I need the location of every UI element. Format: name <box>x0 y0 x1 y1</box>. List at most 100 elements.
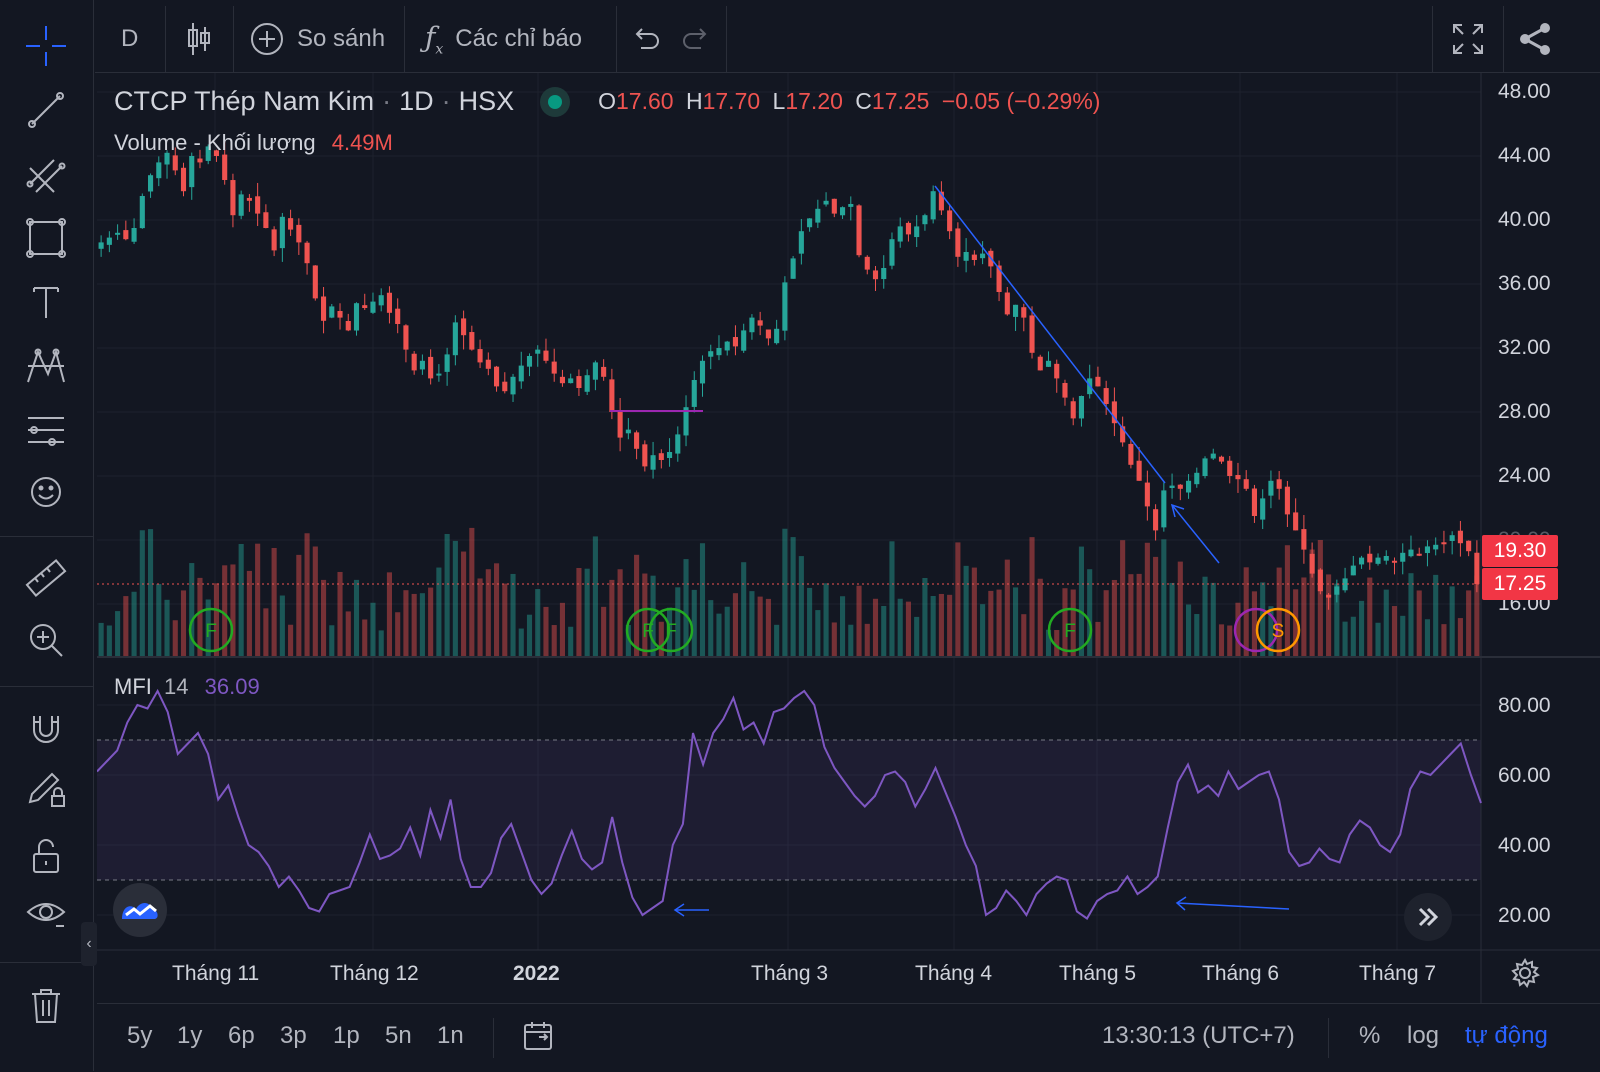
candle-body <box>312 265 318 299</box>
range-1y[interactable]: 1y <box>177 1022 203 1049</box>
volume-bar <box>1416 590 1422 656</box>
collapse-toolbar-button[interactable]: ‹ <box>81 922 97 966</box>
candle-body <box>172 155 178 171</box>
log-scale-toggle[interactable]: log <box>1407 1022 1440 1049</box>
settings-gear-icon[interactable] <box>1510 957 1541 993</box>
volume-bar <box>1136 573 1142 656</box>
rectangle-icon[interactable] <box>20 212 72 264</box>
mfi-value: 36.09 <box>204 674 260 699</box>
arrow-drawing[interactable] <box>1171 504 1220 564</box>
high-label: H <box>685 88 703 114</box>
candle-body <box>1441 542 1447 545</box>
volume-bar <box>526 614 533 656</box>
close-value: 17.25 <box>871 88 930 114</box>
toolbar-divider <box>0 536 93 537</box>
market-status-icon[interactable] <box>540 86 571 117</box>
trend-line-drawing[interactable] <box>934 185 1166 484</box>
volume-bar <box>839 596 846 656</box>
scroll-to-realtime-button[interactable] <box>1404 893 1452 941</box>
volume-bar <box>279 595 285 656</box>
toolbar-divider <box>726 6 727 72</box>
candle-body <box>1375 557 1381 564</box>
volume-bar <box>444 533 450 656</box>
volume-bar <box>1045 629 1052 656</box>
event-marker-dividend[interactable] <box>1233 607 1279 653</box>
time-tick: 2022 <box>513 962 560 985</box>
auto-scale-toggle[interactable]: tự động <box>1465 1022 1548 1049</box>
magnet-icon[interactable] <box>20 702 72 754</box>
candle-body <box>650 455 656 470</box>
compare-button[interactable]: So sánh <box>249 6 385 72</box>
candle-body <box>971 254 977 260</box>
volume-bar <box>428 587 434 656</box>
volume-bar <box>774 624 780 656</box>
candle-body <box>815 208 821 223</box>
range-3m[interactable]: 3p <box>280 1022 307 1049</box>
grid-lines <box>97 73 1481 950</box>
event-marker-f[interactable]: F <box>1047 607 1093 653</box>
tradingview-logo-icon[interactable] <box>113 883 167 937</box>
trash-icon[interactable] <box>20 980 72 1032</box>
range-1m[interactable]: 1p <box>333 1022 360 1049</box>
clock-time[interactable]: 13:30:13 (UTC+7) <box>1102 1022 1295 1049</box>
mfi-arrow-drawing[interactable] <box>1176 902 1290 910</box>
candle-body <box>996 265 1002 292</box>
eye-icon[interactable] <box>20 888 72 940</box>
share-icon[interactable] <box>1519 6 1553 72</box>
separator: · <box>382 86 392 116</box>
zoom-in-icon[interactable] <box>20 614 72 666</box>
candle-body <box>222 154 228 180</box>
prediction-tool-icon[interactable] <box>20 404 72 456</box>
percent-scale-toggle[interactable]: % <box>1359 1022 1381 1049</box>
crosshair-icon[interactable] <box>20 20 72 72</box>
pattern-tool-icon[interactable] <box>20 340 72 392</box>
candle-body <box>741 330 747 351</box>
event-marker-s[interactable]: S <box>1255 607 1301 653</box>
unlock-icon[interactable] <box>20 830 72 882</box>
volume-bar <box>1334 583 1340 656</box>
lock-drawing-icon[interactable] <box>20 764 72 816</box>
range-5y[interactable]: 5y <box>127 1022 153 1049</box>
volume-bar <box>386 572 393 656</box>
candle-body <box>774 328 780 344</box>
candle-body <box>897 226 903 242</box>
time-tick: Tháng 6 <box>1202 962 1280 985</box>
range-6m[interactable]: 6p <box>228 1022 255 1049</box>
candle-body <box>914 226 920 238</box>
candle-body <box>543 350 549 361</box>
interval-button[interactable]: D <box>121 25 139 52</box>
range-1d[interactable]: 1n <box>437 1022 464 1049</box>
marker-label: F <box>1064 621 1076 642</box>
text-tool-icon[interactable] <box>20 276 72 328</box>
toolbar-divider <box>0 686 93 687</box>
calendar-icon[interactable] <box>523 1020 553 1057</box>
candle-body <box>1334 586 1340 595</box>
event-marker-f[interactable]: F <box>648 607 694 653</box>
symbol-name[interactable]: CTCP Thép Nam Kim <box>114 86 375 116</box>
price-tick: 28.00 <box>1498 400 1551 423</box>
function-icon: ƒx <box>425 20 444 58</box>
candle-body <box>1474 552 1480 584</box>
indicators-button[interactable]: ƒx Các chỉ báo <box>425 6 582 72</box>
undo-icon[interactable] <box>631 6 661 72</box>
fib-tool-icon[interactable] <box>20 150 72 202</box>
candle-body <box>831 198 837 214</box>
event-marker-f[interactable]: F <box>188 607 234 653</box>
candles-icon[interactable] <box>185 6 213 72</box>
volume-bar <box>1293 589 1299 656</box>
trend-line-icon[interactable] <box>20 84 72 136</box>
emoji-icon[interactable] <box>20 466 72 518</box>
range-5d[interactable]: 5n <box>385 1022 412 1049</box>
candle-body <box>1268 480 1274 496</box>
volume-bar <box>897 598 903 656</box>
redo-icon[interactable] <box>681 6 711 72</box>
volume-bar <box>131 591 137 656</box>
candle-body <box>1235 475 1241 480</box>
candle-body <box>625 429 631 434</box>
chart-canvas[interactable]: F F F F S <box>97 73 1600 1003</box>
volume-bar <box>807 587 813 656</box>
event-marker-f[interactable]: F <box>625 607 671 653</box>
ruler-icon[interactable] <box>20 552 72 604</box>
candle-body <box>197 158 203 163</box>
fullscreen-icon[interactable] <box>1451 6 1485 72</box>
